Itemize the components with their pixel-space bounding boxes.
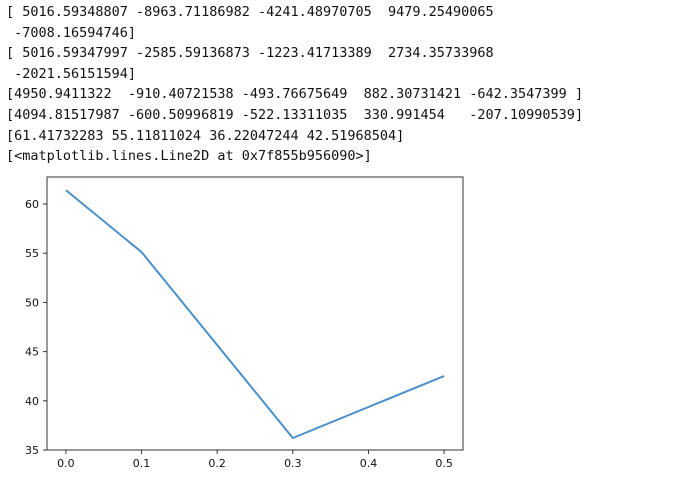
series-line xyxy=(65,189,445,439)
ticks-layer: 0.0 0.1 0.2 0.3 0.4 0.5 35 40 45 50 55 60 xyxy=(25,198,453,470)
line-chart: 0.0 0.1 0.2 0.3 0.4 0.5 35 40 45 50 55 60 xyxy=(25,176,464,470)
x-tick-label: 0.0 xyxy=(57,457,75,470)
y-tick-label: 35 xyxy=(25,444,39,457)
output-line: -2021.56151594] xyxy=(6,65,137,82)
y-tick-label: 60 xyxy=(25,198,39,211)
series-layer xyxy=(65,189,445,439)
y-tick-label: 40 xyxy=(25,395,39,408)
x-tick-label: 0.2 xyxy=(208,457,226,470)
cell-output: [ 5016.59348807 -8963.71186982 -4241.489… xyxy=(6,2,666,167)
output-line: [4950.9411322 -910.40721538 -493.7667564… xyxy=(6,86,584,103)
output-line: [ 5016.59347997 -2585.59136873 -1223.417… xyxy=(6,45,494,62)
y-tick-label: 45 xyxy=(25,346,39,359)
plot-frame xyxy=(46,176,464,451)
axes-layer xyxy=(46,176,464,451)
output-line: [4094.81517987 -600.50996819 -522.133110… xyxy=(6,106,584,123)
x-tick-label: 0.1 xyxy=(133,457,151,470)
y-tick-label: 55 xyxy=(25,247,39,260)
output-line: [ 5016.59348807 -8963.71186982 -4241.489… xyxy=(6,4,494,20)
output-line: -7008.16594746] xyxy=(6,24,137,41)
x-tick-label: 0.5 xyxy=(435,457,453,470)
x-tick-label: 0.3 xyxy=(284,457,302,470)
y-tick-label: 50 xyxy=(25,296,39,309)
x-tick-label: 0.4 xyxy=(360,457,378,470)
output-line: [61.41732283 55.11811024 36.22047244 42.… xyxy=(6,127,405,144)
output-line: [<matplotlib.lines.Line2D at 0x7f855b956… xyxy=(6,148,372,165)
